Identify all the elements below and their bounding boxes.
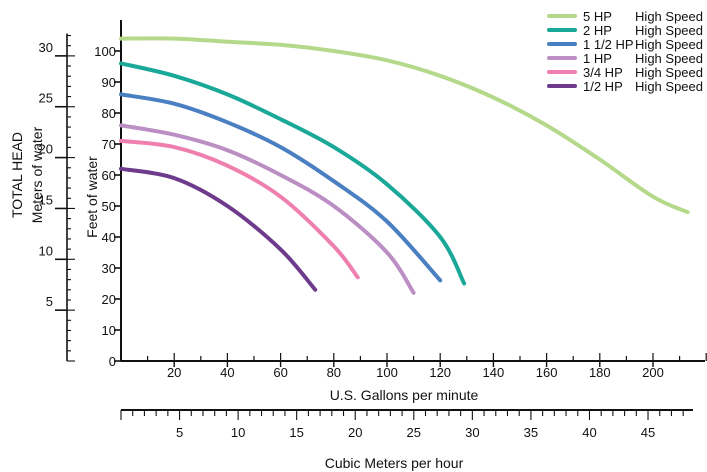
feet-tick-label: 40 [102, 230, 116, 245]
gpm-tick-label: 20 [167, 365, 181, 380]
gpm-tick-label: 40 [220, 365, 234, 380]
gpm-tick-label: 60 [273, 365, 287, 380]
meters-tick-label: 20 [39, 142, 53, 157]
m3h-tick-label: 30 [465, 425, 479, 440]
curve-2-hp [119, 61, 467, 286]
legend-speed: High Speed [635, 37, 703, 52]
x-bottom-label: Cubic Meters per hour [325, 455, 464, 471]
feet-tick-label: 60 [102, 168, 116, 183]
meters-tick-label: 25 [39, 91, 53, 106]
curve-5-hp [119, 36, 690, 215]
curve-1-1-2-hp [119, 92, 443, 283]
curve-1-hp [119, 123, 416, 295]
y-left-title: TOTAL HEAD [9, 132, 25, 218]
m3h-tick-label: 5 [176, 425, 183, 440]
meters-tick-label: 5 [46, 294, 53, 309]
gpm-tick-label: 120 [429, 365, 451, 380]
feet-tick-label: 30 [102, 261, 116, 276]
legend-name: 1 1/2 HP [583, 37, 634, 52]
m3h-tick-label: 15 [289, 425, 303, 440]
y-left-subtitle: Meters of water [29, 126, 45, 223]
m3h-tick-label: 40 [582, 425, 596, 440]
axes: 5 10 15 20 25 30 0 10 20 30 40 50 60 70 80 90 100 20 40 60 8… [39, 20, 707, 440]
feet-tick-label: 100 [94, 44, 116, 59]
x-top-label: U.S. Gallons per minute [330, 387, 479, 403]
meters-tick-label: 10 [39, 243, 53, 258]
meters-tick-label: 30 [39, 40, 53, 55]
legend-speed: High Speed [635, 9, 703, 24]
curve-1-2-hp [119, 166, 318, 292]
legend-name: 2 HP [583, 23, 612, 38]
m3h-tick-label: 35 [524, 425, 538, 440]
feet-tick-label: 50 [102, 199, 116, 214]
legend-speed: High Speed [635, 65, 703, 80]
gpm-tick-label: 140 [483, 365, 505, 380]
legend-name: 1 HP [583, 51, 612, 66]
legend-name: 3/4 HP [583, 65, 623, 80]
gpm-tick-label: 100 [376, 365, 398, 380]
feet-tick-label: 0 [109, 354, 116, 369]
m3h-tick-label: 25 [407, 425, 421, 440]
y-feet-label: Feet of water [84, 156, 100, 238]
legend-name: 1/2 HP [583, 79, 623, 94]
curve-3-4-hp [119, 138, 360, 280]
feet-tick-label: 20 [102, 292, 116, 307]
feet-tick-label: 10 [102, 323, 116, 338]
m3h-tick-label: 10 [231, 425, 245, 440]
legend-speed: High Speed [635, 23, 703, 38]
gpm-tick-label: 160 [536, 365, 558, 380]
gpm-tick-label: 180 [589, 365, 611, 380]
feet-tick-label: 90 [102, 75, 116, 90]
legend-speed: High Speed [635, 51, 703, 66]
feet-tick-label: 70 [102, 137, 116, 152]
gpm-tick-label: 80 [327, 365, 341, 380]
gpm-tick-label: 200 [642, 365, 664, 380]
performance-curves [119, 36, 690, 295]
feet-tick-label: 80 [102, 106, 116, 121]
m3h-tick-label: 20 [348, 425, 362, 440]
legend-speed: High Speed [635, 79, 703, 94]
meters-tick-label: 15 [39, 192, 53, 207]
m3h-tick-label: 45 [641, 425, 655, 440]
legend-name: 5 HP [583, 9, 612, 24]
